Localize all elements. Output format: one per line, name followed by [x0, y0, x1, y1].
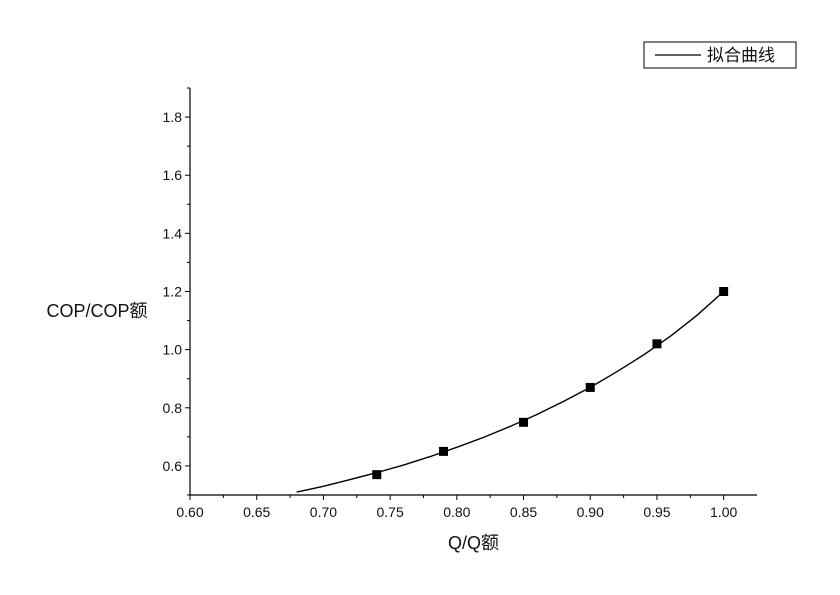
x-tick-label: 0.60 — [176, 504, 203, 520]
x-ticks: 0.60 0.65 0.70 0.75 0.80 0.85 0.90 0.95 1.00 — [176, 495, 737, 520]
x-tick-label: 0.80 — [443, 504, 470, 520]
y-tick-label: 1.0 — [163, 342, 183, 358]
x-tick-label: 1.00 — [710, 504, 737, 520]
legend-entry-label: 拟合曲线 — [707, 46, 775, 66]
y-tick-label: 1.2 — [163, 284, 183, 300]
data-point-marker — [372, 470, 382, 480]
y-tick-label: 1.4 — [163, 225, 183, 241]
data-point-marker — [652, 339, 662, 349]
data-point-marker — [719, 287, 729, 296]
x-tick-label: 0.70 — [310, 504, 337, 520]
x-axis-title: Q/Q额 — [448, 533, 499, 553]
y-tick-label: 0.8 — [163, 400, 183, 416]
x-tick-label: 0.95 — [643, 504, 670, 520]
y-axis-title: COP/COP额 — [46, 301, 147, 321]
x-tick-label: 0.65 — [243, 504, 270, 520]
x-tick-label: 0.85 — [510, 504, 537, 520]
axes — [189, 88, 757, 496]
plot-area — [296, 287, 729, 493]
data-point-marker — [585, 382, 595, 392]
fit-curve-line — [296, 290, 725, 493]
data-point-marker — [438, 446, 448, 456]
legend: 拟合曲线 — [643, 41, 797, 69]
x-tick-label: 0.90 — [577, 504, 604, 520]
y-tick-label: 1.6 — [163, 167, 183, 183]
data-point-marker — [519, 417, 529, 427]
x-tick-label: 0.75 — [376, 504, 403, 520]
y-tick-label: 1.8 — [163, 109, 183, 125]
y-tick-label: 0.6 — [163, 458, 183, 474]
y-ticks: 0.6 0.8 1.0 1.2 1.4 1.6 1.8 — [163, 87, 190, 496]
